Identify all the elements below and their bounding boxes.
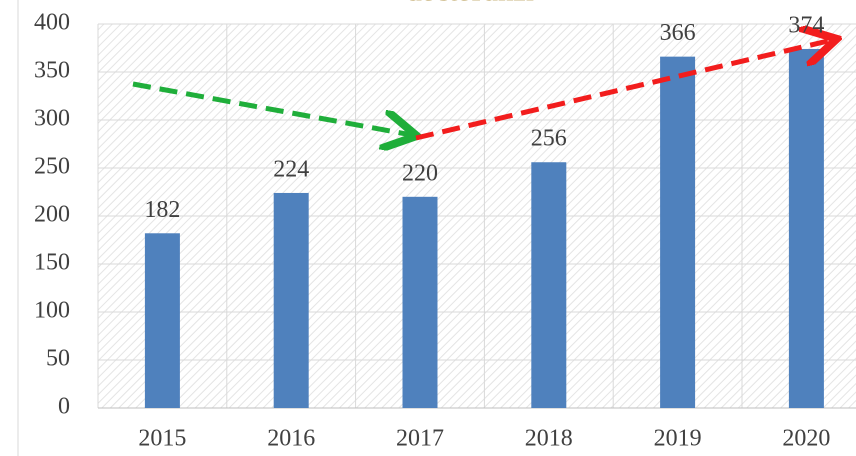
data-label: 374 [788, 12, 824, 38]
x-tick-label: 2017 [396, 426, 444, 452]
bar [273, 192, 309, 408]
data-label: 366 [660, 20, 696, 46]
y-tick-label: 50 [46, 346, 70, 372]
y-tick-label: 300 [34, 106, 70, 132]
y-tick-label: 400 [34, 10, 70, 36]
bars [144, 48, 824, 409]
x-tick-label: 2019 [654, 426, 702, 452]
bar [531, 162, 567, 408]
data-label: 256 [531, 126, 567, 152]
grid [97, 23, 856, 409]
bar [144, 233, 180, 408]
trend-arrow-up [415, 40, 832, 141]
y-tick-label: 250 [34, 154, 70, 180]
x-tick-label: 2018 [525, 426, 573, 452]
trend-arrow-down [132, 81, 412, 135]
y-tick-label: 100 [34, 298, 70, 324]
bar [788, 48, 824, 409]
x-tick-label: 2015 [138, 426, 186, 452]
y-tick-label: 350 [34, 58, 70, 84]
data-label: 182 [144, 197, 180, 223]
chart-title: doctoranzi [406, 0, 534, 7]
x-tick-label: 2020 [782, 426, 830, 452]
bar [402, 196, 438, 408]
bar [660, 56, 696, 408]
x-tick-label: 2016 [267, 426, 315, 452]
y-tick-label: 0 [58, 394, 70, 420]
y-tick-label: 150 [34, 250, 70, 276]
data-label: 220 [402, 160, 438, 186]
y-tick-label: 200 [34, 202, 70, 228]
data-label: 224 [273, 156, 309, 182]
